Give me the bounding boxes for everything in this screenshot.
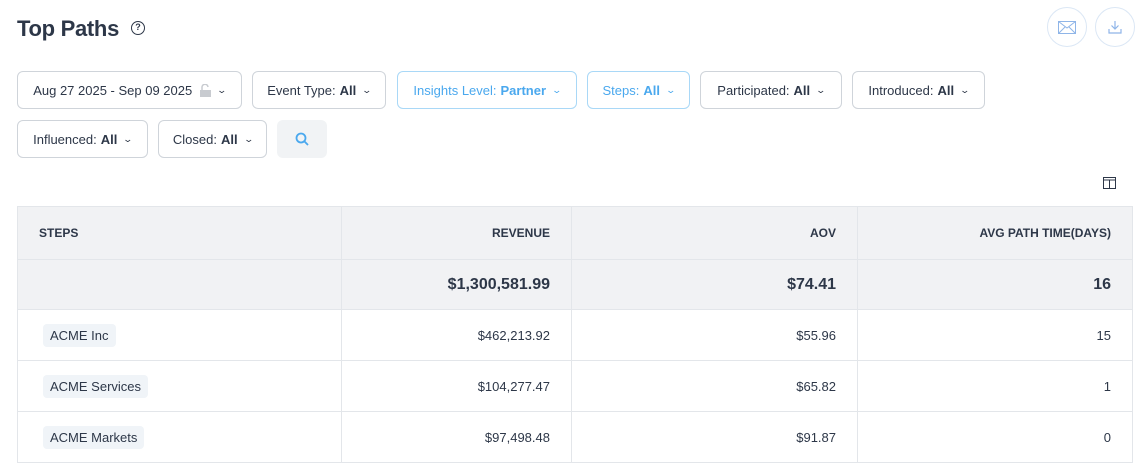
filter-value: All — [793, 82, 811, 98]
page-title: Top Paths — [17, 16, 120, 41]
avg-path-time-cell: 1 — [857, 360, 1133, 412]
total-steps — [17, 259, 342, 310]
table-row: ACME Markets $97,498.48 $91.87 0 — [17, 411, 1133, 463]
step-chip[interactable]: ACME Inc — [43, 323, 116, 347]
filter-value: Partner — [500, 82, 547, 98]
filter-value: All — [100, 131, 118, 147]
envelope-icon — [1058, 20, 1076, 34]
total-revenue: $1,300,581.99 — [341, 259, 572, 310]
email-button[interactable] — [1047, 7, 1087, 47]
filter-label: Introduced: — [868, 82, 934, 98]
column-header-steps[interactable]: STEPS — [17, 206, 342, 260]
download-button[interactable] — [1095, 7, 1135, 47]
chevron-down-icon: ⌄ — [122, 133, 134, 144]
filter-label: Event Type: — [267, 82, 336, 98]
filter-value: All — [643, 82, 660, 98]
filter-label: Insights Level: — [413, 82, 497, 98]
filter-label: Participated: — [717, 82, 790, 98]
event-type-filter[interactable]: Event Type: All ⌄ — [252, 71, 386, 109]
chevron-down-icon: ⌄ — [216, 84, 228, 95]
filter-value: All — [220, 131, 238, 147]
table-header: STEPS REVENUE AOV AVG PATH TIME(DAYS) — [17, 206, 1133, 260]
unlock-icon — [200, 83, 212, 97]
avg-path-time-cell: 15 — [857, 309, 1133, 361]
filter-label: Steps: — [602, 82, 640, 98]
column-header-aov[interactable]: AOV — [571, 206, 858, 260]
download-icon — [1108, 21, 1122, 34]
avg-path-time-cell: 0 — [857, 411, 1133, 463]
revenue-cell: $462,213.92 — [341, 309, 572, 361]
chevron-down-icon: ⌄ — [243, 133, 254, 144]
chevron-down-icon: ⌄ — [551, 84, 563, 95]
columns-icon[interactable] — [1103, 177, 1116, 189]
total-avg-path-time: 16 — [857, 259, 1133, 310]
chevron-down-icon: ⌄ — [815, 84, 827, 95]
top-paths-table: STEPS REVENUE AOV AVG PATH TIME(DAYS) $1… — [17, 206, 1133, 463]
chevron-down-icon: ⌄ — [361, 84, 373, 95]
aov-cell: $65.82 — [571, 360, 858, 412]
revenue-cell: $104,277.47 — [341, 360, 572, 412]
aov-cell: $55.96 — [571, 309, 858, 361]
introduced-filter[interactable]: Introduced: All ⌄ — [852, 71, 985, 109]
table-row: ACME Inc $462,213.92 $55.96 15 — [17, 309, 1133, 361]
influenced-filter[interactable]: Influenced: All ⌄ — [17, 120, 148, 158]
aov-cell: $91.87 — [571, 411, 858, 463]
filter-label: Closed: — [172, 131, 217, 147]
filter-value: All — [339, 82, 357, 98]
chevron-down-icon: ⌄ — [665, 84, 677, 95]
chevron-down-icon: ⌄ — [959, 84, 971, 95]
search-button[interactable] — [277, 120, 327, 158]
date-range-filter[interactable]: Aug 27 2025 - Sep 09 2025 ⌄ — [17, 71, 242, 109]
filter-value: All — [937, 82, 955, 98]
filter-label: Aug 27 2025 - Sep 09 2025 — [33, 82, 193, 98]
step-chip[interactable]: ACME Services — [43, 374, 149, 398]
help-icon[interactable]: ? — [131, 21, 145, 35]
totals-row: $1,300,581.99 $74.41 16 — [17, 259, 1133, 310]
insights-level-filter[interactable]: Insights Level: Partner ⌄ — [397, 71, 577, 109]
closed-filter[interactable]: Closed: All ⌄ — [158, 120, 267, 158]
column-header-avg-path-time[interactable]: AVG PATH TIME(DAYS) — [857, 206, 1133, 260]
step-chip[interactable]: ACME Markets — [43, 425, 145, 449]
table-row: ACME Services $104,277.47 $65.82 1 — [17, 360, 1133, 412]
participated-filter[interactable]: Participated: All ⌄ — [700, 71, 842, 109]
search-icon — [295, 132, 309, 146]
total-aov: $74.41 — [571, 259, 858, 310]
filter-label: Influenced: — [33, 131, 97, 147]
revenue-cell: $97,498.48 — [341, 411, 572, 463]
steps-filter[interactable]: Steps: All ⌄ — [587, 71, 690, 109]
column-header-revenue[interactable]: REVENUE — [341, 206, 572, 260]
